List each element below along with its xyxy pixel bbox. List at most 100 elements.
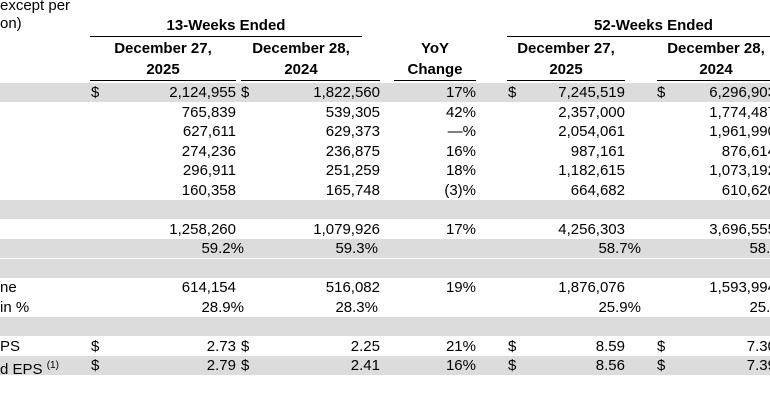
column-header: 2024: [284, 61, 318, 78]
corner-text: except per: [0, 0, 71, 14]
row-label: in %: [0, 298, 30, 316]
column-header: December 27,: [114, 40, 212, 57]
amount: 59.2%: [201, 240, 244, 257]
currency: $: [657, 84, 666, 101]
amount: 2.41: [350, 357, 380, 374]
column-header: 2025: [146, 61, 180, 78]
column-header: Change: [407, 61, 463, 78]
row-shade: [0, 317, 770, 336]
amount: 28.3%: [335, 298, 378, 316]
amount: 610,620: [721, 181, 770, 199]
amount: 42%: [445, 103, 476, 121]
amount: 2,357,000: [558, 103, 625, 121]
row-shade: [0, 83, 770, 102]
currency: $: [91, 357, 100, 374]
amount: 160,358: [181, 181, 236, 199]
amount: 18%: [445, 162, 476, 179]
amount: 21%: [445, 337, 476, 355]
amount: 1,079,926: [313, 220, 380, 238]
amount: 19%: [445, 279, 476, 296]
amount: 1,258,260: [169, 220, 236, 238]
group-header: 52-Weeks Ended: [594, 17, 713, 34]
amount: 1,876,076: [558, 279, 625, 296]
amount: 1,822,560: [313, 84, 380, 101]
amount: 7.39: [746, 357, 770, 374]
amount: 58.7%: [598, 240, 641, 257]
amount: 1,961,990: [709, 123, 770, 140]
amount: 25.3%: [749, 298, 770, 316]
column-header: December 27,: [517, 40, 615, 57]
amount: 4,256,303: [558, 220, 625, 238]
column-rule: [241, 80, 380, 81]
amount: 516,082: [325, 279, 380, 296]
row-label: ne: [0, 279, 17, 296]
row-shade: [0, 239, 770, 258]
amount: 17%: [445, 220, 476, 238]
amount: 987,161: [570, 142, 625, 160]
amount: 2,054,061: [558, 123, 625, 140]
group-rule: [507, 36, 770, 37]
amount: 6,296,903: [709, 84, 770, 101]
column-rule: [394, 80, 476, 81]
amount: 274,236: [181, 142, 236, 160]
column-header: December 28,: [252, 40, 350, 57]
amount: 2.79: [206, 357, 236, 374]
amount: 3,696,555: [709, 220, 770, 238]
amount: 25.9%: [598, 298, 641, 316]
amount: 16%: [445, 357, 476, 374]
amount: 58.7%: [749, 240, 770, 257]
amount: 2.25: [350, 337, 380, 355]
currency: $: [508, 357, 517, 374]
amount: 8.59: [595, 337, 625, 355]
currency: $: [508, 337, 517, 355]
amount: 1,774,487: [709, 103, 770, 121]
amount: —%: [447, 123, 476, 140]
column-header: YoY: [420, 40, 450, 57]
row-shade: [0, 356, 770, 375]
amount: 7,245,519: [558, 84, 625, 101]
amount: 627,611: [182, 123, 236, 140]
amount: 1,073,192: [709, 162, 770, 179]
currency: $: [657, 337, 666, 355]
amount: 16%: [445, 142, 476, 160]
currency: $: [91, 84, 100, 101]
column-rule: [507, 80, 625, 81]
column-header: December 28,: [667, 40, 765, 57]
amount: 1,593,994: [709, 279, 770, 296]
amount: 2.73: [206, 337, 236, 355]
amount: 165,748: [325, 181, 380, 199]
amount: 296,911: [182, 162, 236, 179]
group-rule: [90, 36, 362, 37]
row-shade: [0, 258, 770, 278]
column-rule: [90, 80, 236, 81]
amount: 236,875: [325, 142, 380, 160]
amount: 59.3%: [335, 240, 378, 257]
amount: (3)%: [444, 181, 476, 199]
amount: 7.30: [746, 337, 770, 355]
amount: 765,839: [181, 103, 236, 121]
column-header: 2024: [699, 61, 733, 78]
amount: 8.56: [595, 357, 625, 374]
currency: $: [241, 357, 250, 374]
currency: $: [657, 357, 666, 374]
row-label: PS: [0, 337, 21, 355]
row-shade: [0, 200, 770, 219]
group-header: 13-Weeks Ended: [166, 17, 286, 34]
amount: 28.9%: [201, 298, 244, 316]
corner-text: on): [0, 15, 22, 32]
amount: 629,373: [325, 123, 380, 140]
currency: $: [508, 84, 517, 101]
amount: 539,305: [325, 103, 380, 121]
footnote-mark: (1): [46, 360, 59, 371]
amount: 1,182,615: [558, 162, 625, 179]
amount: 2,124,955: [169, 84, 236, 101]
column-rule: [657, 80, 770, 81]
amount: 17%: [445, 84, 476, 101]
column-header: 2025: [549, 61, 583, 78]
row-label: d EPS (1): [0, 360, 59, 378]
amount: 251,259: [325, 162, 380, 179]
currency: $: [241, 337, 250, 355]
currency: $: [241, 84, 250, 101]
amount: 664,682: [570, 181, 625, 199]
